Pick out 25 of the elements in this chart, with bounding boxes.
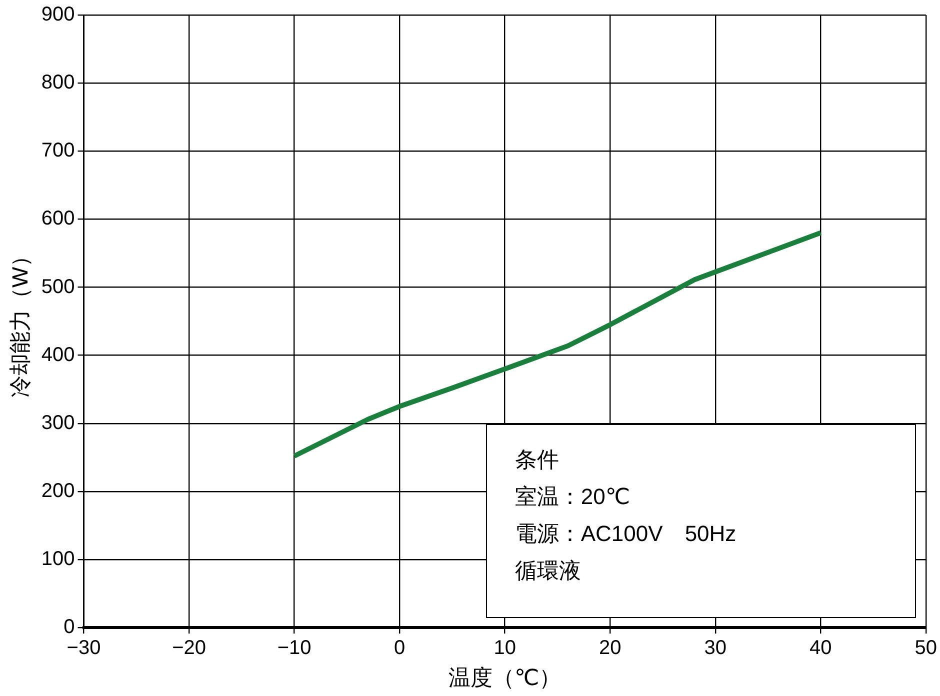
- y-tick-label: 200: [41, 480, 75, 502]
- y-tick-label: 800: [41, 72, 75, 94]
- y-tick-label: 400: [41, 344, 75, 366]
- x-tick-label: 10: [494, 637, 516, 660]
- annotation: 室温：20℃: [514, 482, 632, 511]
- x-tick-label: 50: [914, 637, 937, 660]
- annotation: 条件: [514, 446, 560, 474]
- y-tick-label: 500: [41, 276, 75, 298]
- x-axis-title: 温度（℃）: [448, 664, 562, 690]
- x-tick-label: 40: [809, 637, 832, 660]
- x-tick-label: 30: [704, 637, 726, 660]
- x-tick-label: −10: [277, 637, 312, 660]
- y-axis-title: 冷却能力（W）: [7, 244, 32, 398]
- x-tick-label: −30: [66, 637, 101, 660]
- x-tick-label: −20: [172, 637, 206, 660]
- y-tick-label: 300: [41, 412, 75, 434]
- y-tick-label: 100: [41, 548, 75, 570]
- y-tick-label: 600: [41, 208, 75, 230]
- y-tick-label: 900: [41, 4, 75, 26]
- y-tick-label: 700: [41, 140, 75, 162]
- annotation: 電源：AC100V 50Hz: [514, 520, 738, 548]
- annotation: 循環液: [514, 556, 582, 585]
- y-tick-label: 0: [64, 616, 75, 638]
- x-tick-label: 0: [394, 637, 406, 660]
- x-tick-label: 20: [598, 637, 622, 660]
